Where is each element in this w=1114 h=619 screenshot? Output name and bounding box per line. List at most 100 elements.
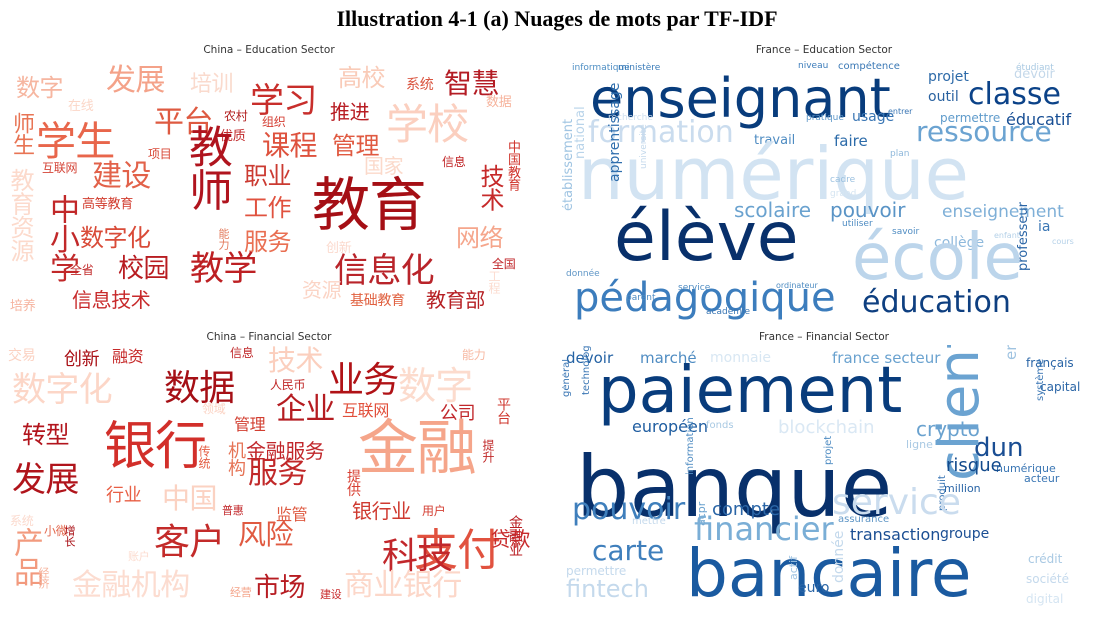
cloud-word: 信息技术 xyxy=(72,288,151,312)
cloud-word: service xyxy=(832,482,961,523)
cloud-word: 教师 xyxy=(181,124,232,211)
cloud-word: bancaire xyxy=(686,535,972,612)
cloud-word: donnée xyxy=(566,269,600,279)
cloud-word: 金融服务 xyxy=(246,439,325,463)
cloud-word: banque xyxy=(576,438,893,536)
cloud-word: 领域 xyxy=(202,402,226,416)
cloud-word: entreprise xyxy=(1002,345,1020,360)
cloud-word: niveau xyxy=(798,61,829,71)
cloud-word: 在线 xyxy=(68,99,94,114)
cloud-word: parent xyxy=(626,293,656,303)
cloud-word: euro xyxy=(798,580,830,596)
cloud-word: 增长 xyxy=(63,525,76,547)
cloud-word: 科技 xyxy=(382,536,453,577)
cloud-word: 提升 xyxy=(481,439,495,463)
cloud-word: européen xyxy=(632,417,708,436)
cloud-word: 创新 xyxy=(326,241,352,256)
cloud-word: 数字 xyxy=(398,364,473,408)
cloud-word: numérique xyxy=(578,132,969,216)
cloud-word: plan xyxy=(890,149,910,159)
cloud-word: 工作 xyxy=(244,194,292,222)
panel-title: China – Financial Sector xyxy=(206,331,332,343)
cloud-word: projet xyxy=(928,69,969,85)
cloud-word: mettre xyxy=(632,516,666,527)
cloud-word: 互联网 xyxy=(42,161,78,175)
cloud-word: 数字化 xyxy=(12,370,113,410)
cloud-word: transaction xyxy=(850,525,941,544)
cloud-word: 建设 xyxy=(92,159,151,194)
cloud-word: 小微 xyxy=(44,524,68,538)
cloud-word: 职业 xyxy=(244,162,292,190)
cloud-word: formation xyxy=(588,115,734,150)
cloud-word: professeur xyxy=(1016,202,1032,271)
cloud-word: savoir xyxy=(892,227,920,237)
cloud-word: technologie xyxy=(581,345,592,395)
cloud-word: 服务 xyxy=(244,228,292,256)
cloud-word: service xyxy=(678,283,711,293)
cloud-word: 全国 xyxy=(492,257,516,271)
wordcloud-panel-china-education: China – Education Sector 数字 发展 培训 高校 系统 智慧 在线学… xyxy=(8,44,530,332)
cloud-word: 高校 xyxy=(338,64,386,92)
panel-title: France – Financial Sector xyxy=(759,331,889,343)
cloud-word: enseignant xyxy=(590,67,891,130)
cloud-word: blockchain xyxy=(778,417,875,438)
cloud-word: digital xyxy=(1026,592,1064,606)
cloud-word: 融资 xyxy=(112,347,144,366)
cloud-word: financier xyxy=(694,510,834,548)
cloud-word: 组织 xyxy=(262,115,286,129)
cloud-word: 教育部 xyxy=(426,288,485,312)
cloud-word: crédit xyxy=(1028,552,1063,566)
cloud-word: fonds xyxy=(706,420,734,431)
cloud-word: 校园 xyxy=(118,254,169,284)
cloud-word: 资源 xyxy=(302,278,342,302)
cloud-word: élève xyxy=(614,198,799,277)
cloud-word: 企业 xyxy=(276,392,335,427)
cloud-word: compétence xyxy=(838,61,900,72)
cloud-word: 优质 xyxy=(220,129,246,144)
cloud-word: million xyxy=(944,482,981,495)
cloud-word: 技术 xyxy=(268,345,323,377)
cloud-word: 教育 xyxy=(312,171,427,239)
cloud-word: information xyxy=(685,417,696,475)
cloud-word: risque xyxy=(946,455,1002,476)
cloud-word: 金融业 xyxy=(507,515,523,557)
cloud-word: 网络 xyxy=(456,224,504,252)
cloud-word: ia xyxy=(1038,219,1051,235)
cloud-word: 信息化 xyxy=(334,251,435,291)
cloud-word: éducatif xyxy=(1006,110,1072,129)
cloud-word: 市场 xyxy=(254,573,305,603)
cloud-word: pédagogique xyxy=(574,275,836,321)
cloud-word: 金融机构 xyxy=(72,568,190,603)
cloud-word: 金融 xyxy=(358,414,477,484)
panel-title: China – Education Sector xyxy=(203,44,335,56)
cloud-word: informatique xyxy=(572,63,630,73)
cloud-word: devoir xyxy=(1014,67,1055,82)
cloud-word: ministère xyxy=(618,63,661,73)
cloud-word: devoir xyxy=(566,349,614,367)
cloud-word: pouvoir xyxy=(830,198,906,222)
cloud-word: 中小学 xyxy=(44,194,79,283)
cloud-word: 信息 xyxy=(230,346,254,360)
cloud-word: usage xyxy=(852,109,895,125)
cloud-word: 系统 xyxy=(406,77,434,93)
cloud-word: projet xyxy=(823,435,834,465)
cloud-word: 客户 xyxy=(154,522,225,563)
cloud-word: 风险 xyxy=(238,518,293,551)
cloud-word: 行业 xyxy=(106,485,142,506)
cloud-word: cadre xyxy=(830,175,856,185)
cloud-word: 商业银行 xyxy=(344,568,462,603)
cloud-word: compte xyxy=(712,499,781,520)
cloud-word: éducation xyxy=(862,285,1011,320)
cloud-word: 经营 xyxy=(230,586,252,599)
cloud-word: 工程 xyxy=(487,270,501,294)
cloud-word: donnée xyxy=(831,530,847,583)
cloud-word: monnaie xyxy=(710,350,772,366)
cloud-word: assurance xyxy=(838,514,890,525)
cloud-word: 学生 xyxy=(36,119,115,165)
cloud-word: faire xyxy=(834,132,868,150)
cloud-word: 课程 xyxy=(262,129,317,162)
cloud-word: 教育资源 xyxy=(8,168,34,263)
page-title: Illustration 4-1 (a) Nuages de mots par … xyxy=(336,6,778,31)
cloud-word: académie xyxy=(706,307,751,317)
cloud-word: système xyxy=(1035,358,1046,401)
